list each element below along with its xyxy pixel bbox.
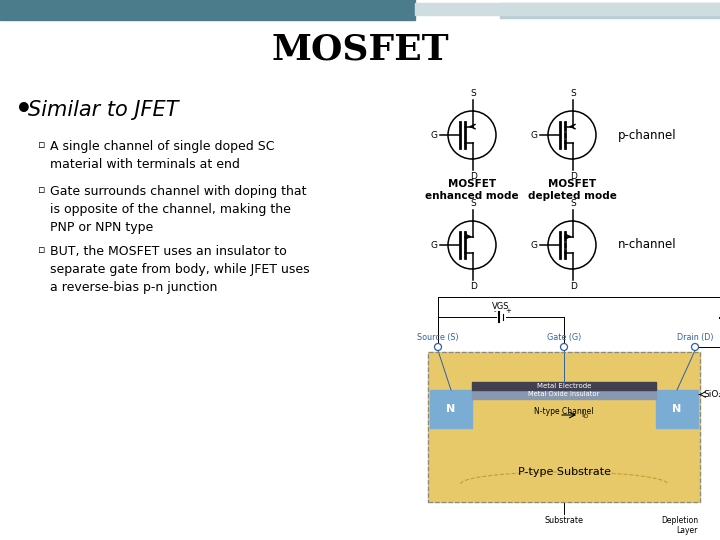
Text: G: G — [531, 240, 538, 249]
Bar — [472, 390, 656, 399]
Text: D: D — [570, 172, 577, 181]
Text: N-type Channel: N-type Channel — [534, 407, 594, 415]
Text: G: G — [431, 240, 438, 249]
Text: D: D — [570, 282, 577, 291]
Text: p-channel: p-channel — [618, 129, 677, 141]
Text: ▫: ▫ — [38, 245, 45, 255]
Text: Similar to JFET: Similar to JFET — [28, 100, 179, 120]
Bar — [428, 352, 700, 502]
Text: Depletion
Layer: Depletion Layer — [661, 516, 698, 535]
Text: Substrate: Substrate — [544, 516, 583, 525]
Text: -: - — [494, 308, 497, 314]
Text: S: S — [470, 89, 476, 98]
Text: S: S — [470, 199, 476, 208]
Text: P-type Substrate: P-type Substrate — [518, 467, 611, 477]
Text: Gate (G): Gate (G) — [547, 333, 581, 342]
Bar — [0, 0, 415, 20]
Text: D: D — [469, 282, 477, 291]
Text: MOSFET
enhanced mode: MOSFET enhanced mode — [426, 179, 519, 201]
Text: Metal Oxide Insulator: Metal Oxide Insulator — [528, 392, 600, 397]
Circle shape — [434, 343, 441, 350]
Text: MOSFET: MOSFET — [271, 33, 449, 67]
Text: G: G — [431, 131, 438, 139]
Bar — [428, 352, 700, 502]
Text: N: N — [672, 404, 682, 414]
Bar — [430, 390, 472, 428]
Text: $\mathregular{I_D}$: $\mathregular{I_D}$ — [581, 409, 589, 421]
Bar — [415, 3, 720, 15]
Text: SiO₂: SiO₂ — [703, 390, 720, 399]
Text: ▫: ▫ — [38, 140, 45, 150]
Circle shape — [691, 343, 698, 350]
Text: S: S — [570, 89, 576, 98]
Text: Source (S): Source (S) — [417, 333, 459, 342]
Text: •: • — [15, 96, 32, 124]
Bar — [500, 3, 720, 18]
Text: +: + — [505, 308, 511, 314]
Text: N: N — [446, 404, 456, 414]
Bar — [656, 390, 698, 428]
Text: D: D — [469, 172, 477, 181]
Text: BUT, the MOSFET uses an insulator to
separate gate from body, while JFET uses
a : BUT, the MOSFET uses an insulator to sep… — [50, 245, 310, 294]
Text: VGS: VGS — [492, 302, 510, 311]
Text: S: S — [570, 199, 576, 208]
Text: n-channel: n-channel — [618, 239, 677, 252]
Text: G: G — [531, 131, 538, 139]
Text: ▫: ▫ — [38, 185, 45, 195]
Circle shape — [560, 343, 567, 350]
Text: A single channel of single doped SC
material with terminals at end: A single channel of single doped SC mate… — [50, 140, 274, 171]
Text: Drain (D): Drain (D) — [677, 333, 714, 342]
Text: MOSFET
depleted mode: MOSFET depleted mode — [528, 179, 616, 201]
Text: Metal Electrode: Metal Electrode — [537, 383, 591, 389]
Bar — [472, 382, 656, 390]
Text: Gate surrounds channel with doping that
is opposite of the channel, making the
P: Gate surrounds channel with doping that … — [50, 185, 307, 234]
